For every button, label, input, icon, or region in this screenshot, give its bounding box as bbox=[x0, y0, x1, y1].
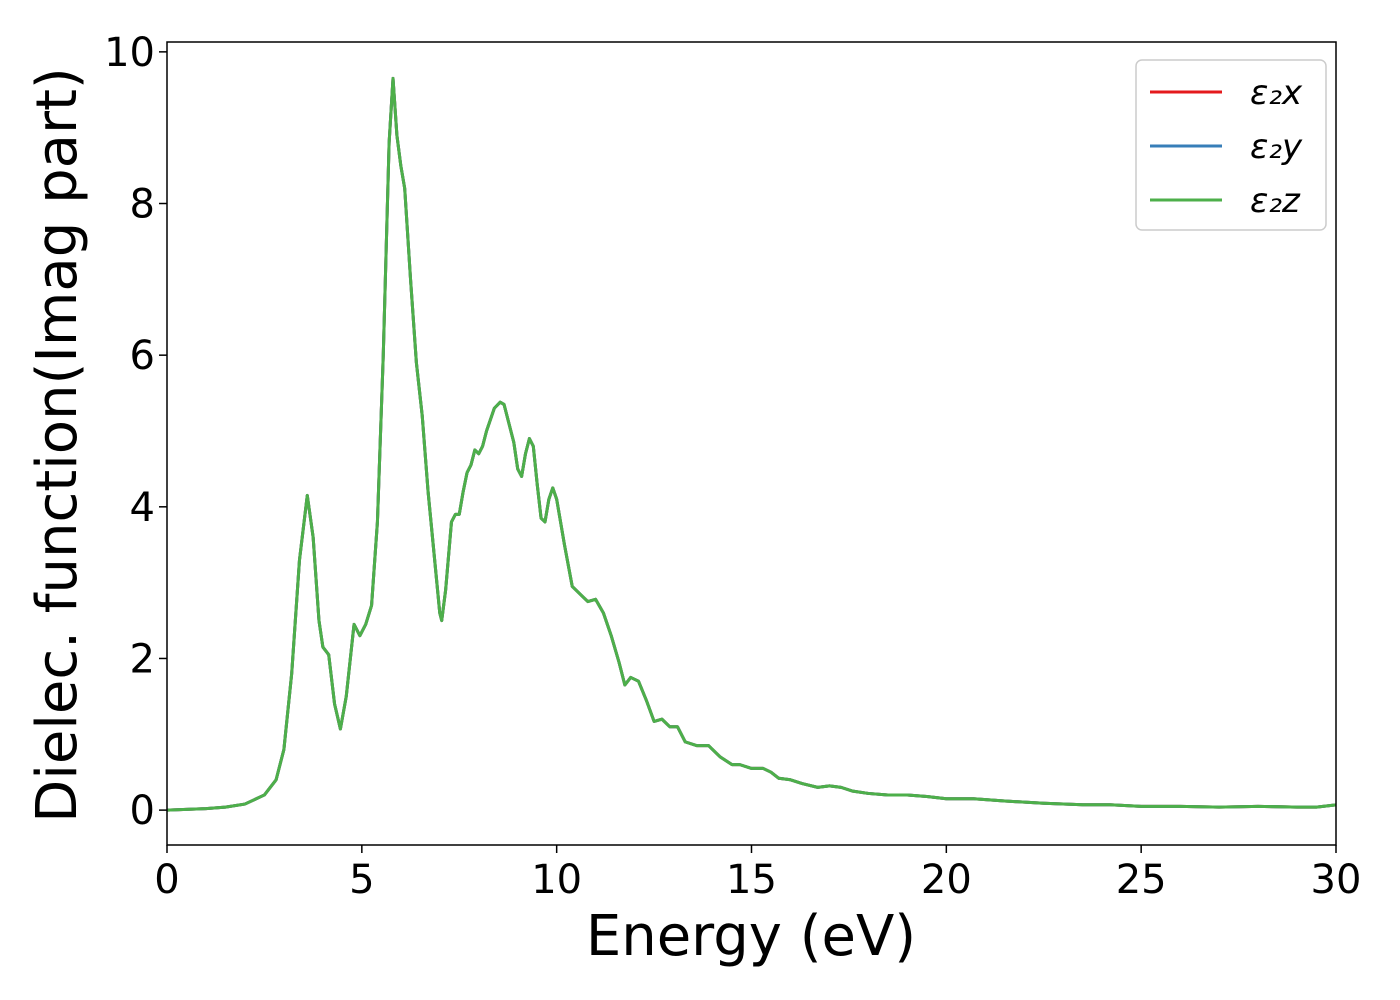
x-tick-label: 20 bbox=[921, 857, 972, 903]
x-tick-label: 25 bbox=[1116, 857, 1167, 903]
legend-label: ε₂x bbox=[1250, 73, 1303, 113]
x-tick-label: 0 bbox=[154, 857, 179, 903]
legend-box bbox=[1135, 59, 1327, 231]
y-axis-label: Dielec. function(Imag part) bbox=[25, 67, 90, 823]
y-tick-label: 2 bbox=[130, 636, 155, 682]
data-line bbox=[167, 76, 1336, 812]
y-tick-label: 8 bbox=[130, 182, 155, 228]
y-tick-label: 10 bbox=[104, 30, 155, 76]
x-tick-label: 30 bbox=[1311, 857, 1362, 903]
y-tick-label: 0 bbox=[130, 788, 155, 834]
legend-label: ε₂y bbox=[1250, 127, 1303, 167]
x-tick-label: 15 bbox=[726, 857, 777, 903]
y-tick-label: 4 bbox=[130, 485, 155, 531]
x-tick-label: 5 bbox=[349, 857, 374, 903]
legend-label: ε₂z bbox=[1250, 181, 1301, 221]
plot-frame bbox=[166, 41, 1337, 846]
x-tick-label: 10 bbox=[531, 857, 582, 903]
x-axis-label: Energy (eV) bbox=[586, 904, 916, 969]
y-tick-label: 6 bbox=[130, 333, 155, 379]
